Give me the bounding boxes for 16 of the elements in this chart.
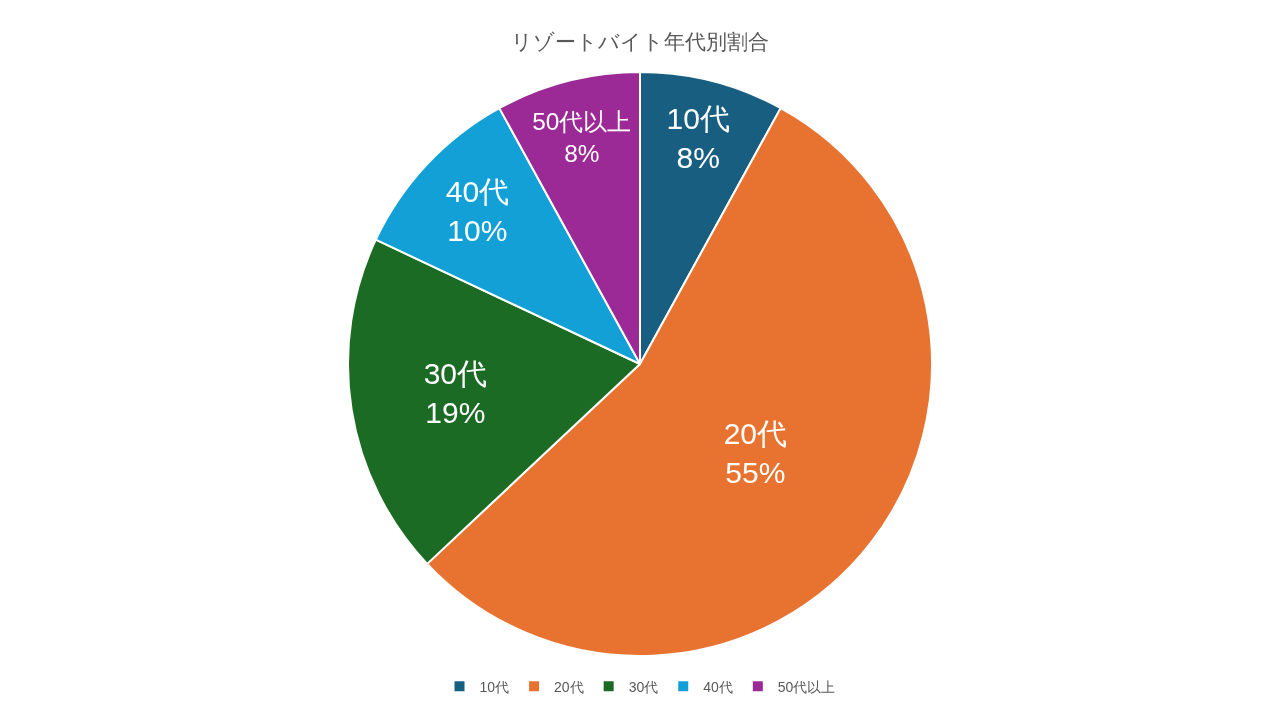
data-label: 8% <box>564 139 600 167</box>
slice-label: 30代 <box>423 357 488 391</box>
data-label: 19% <box>425 396 486 430</box>
legend-label: 30代 <box>628 678 659 695</box>
data-label: 8% <box>676 140 720 174</box>
legend-label: 40代 <box>703 678 733 695</box>
slice-label: 20代 <box>723 417 788 451</box>
legend-label: 20代 <box>554 678 584 695</box>
data-label: 55% <box>725 456 786 490</box>
slice-label: 10代 <box>666 101 730 135</box>
slice-label: 40代 <box>445 175 510 209</box>
legend-label: 50代以上 <box>777 678 836 695</box>
chart-title: リゾートバイト年代別割合 <box>511 30 769 54</box>
slice-label: 50代以上 <box>532 108 632 136</box>
legend-label: 10代 <box>479 678 510 695</box>
data-label: 10% <box>447 214 508 248</box>
